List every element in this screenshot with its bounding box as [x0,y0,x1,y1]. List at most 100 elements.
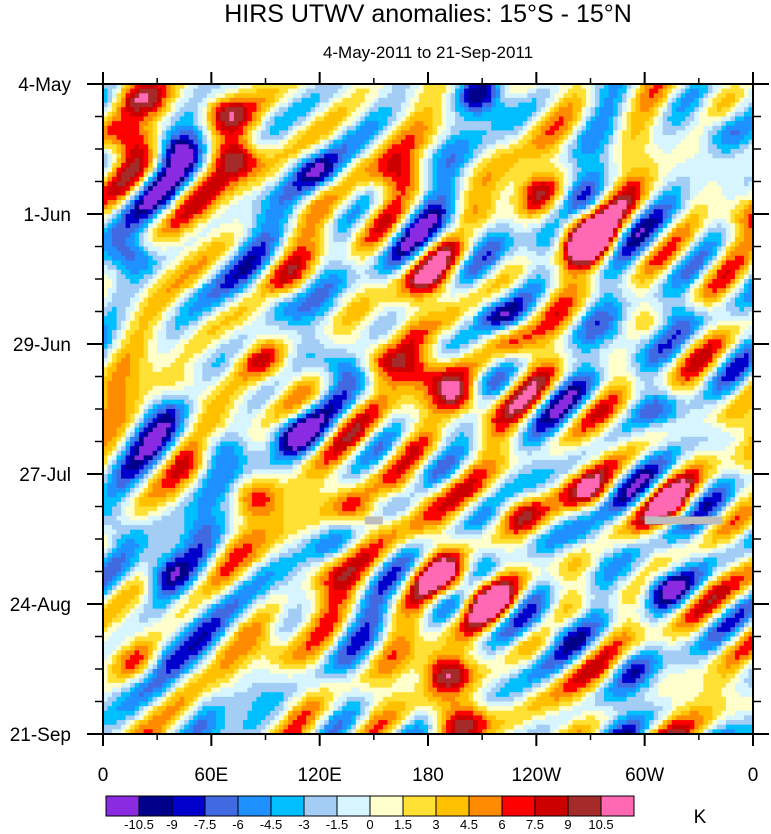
heatmap-cell [373,214,379,220]
heatmap-cell [315,209,321,215]
heatmap-cell [288,84,294,90]
heatmap-cell [599,204,605,210]
heatmap-cell [622,190,628,197]
heatmap-cell [482,209,488,215]
heatmap-cell [251,107,258,113]
heatmap-cell [585,214,592,220]
heatmap-cell [112,223,118,229]
heatmap-cell [703,84,709,90]
heatmap-cell [423,84,429,90]
heatmap-cell [734,102,741,108]
heatmap-cell [139,176,145,183]
heatmap-cell [680,111,686,118]
heatmap-cell [509,130,515,136]
heatmap-cell [491,181,497,187]
heatmap-cell [658,88,664,94]
heatmap-cell [310,135,316,141]
heatmap-cell [148,200,154,206]
heatmap-cell [247,102,253,108]
heatmap-cell [500,195,506,201]
heatmap-cell [103,176,109,183]
heatmap-cell [288,237,294,243]
heatmap-cell [459,116,465,122]
heatmap-cell [477,144,483,150]
heatmap-cell [337,135,343,141]
heatmap-cell [613,153,619,159]
heatmap-cell [531,93,537,99]
heatmap-cell [220,84,226,90]
heatmap-cell [725,102,732,108]
heatmap-cell [473,167,479,173]
heatmap-cell [130,97,136,104]
heatmap-cell [197,223,203,229]
heatmap-cell [531,232,537,238]
heatmap-cell [283,232,289,238]
heatmap-cell [486,130,492,136]
heatmap-cell [179,214,185,220]
heatmap-cell [468,190,474,197]
heatmap-cell [283,135,289,141]
heatmap-cell [640,153,646,159]
heatmap-cell [716,84,722,90]
heatmap-cell [409,139,416,145]
heatmap-cell [599,144,605,150]
heatmap-cell [432,218,438,224]
heatmap-cell [531,195,537,201]
heatmap-cell [378,130,384,136]
heatmap-cell [342,97,348,104]
heatmap-cell [689,84,695,90]
heatmap-cell [242,167,249,173]
heatmap-cell [613,227,619,234]
heatmap-cell [306,181,312,187]
heatmap-cell [270,232,276,238]
heatmap-cell [468,237,474,243]
heatmap-cell [414,144,420,150]
heatmap-cell [202,186,208,192]
heatmap-cell [369,167,375,173]
heatmap-cell [549,130,555,136]
heatmap-cell [482,204,488,210]
heatmap-cell [617,223,623,229]
heatmap-cell [450,102,456,108]
heatmap-cell [409,158,416,164]
heatmap-cell [197,162,203,169]
heatmap-cell [346,88,352,94]
heatmap-cell [270,84,276,90]
heatmap-cell [545,241,551,248]
heatmap-cell [382,241,388,248]
heatmap-cell [116,97,122,104]
heatmap-cell [653,102,659,108]
heatmap-cell [676,149,682,155]
heatmap-cell [468,172,474,178]
heatmap-cell [306,172,312,178]
heatmap-cell [585,121,592,127]
heatmap-cell [545,125,551,132]
heatmap-cell [540,181,546,187]
heatmap-cell [342,232,348,238]
heatmap-cell [734,111,741,118]
heatmap-cell [238,181,244,187]
heatmap-cell [540,204,546,210]
heatmap-cell [676,223,682,229]
heatmap-cell [540,139,546,145]
heatmap-cell [283,204,289,210]
heatmap-cell [107,232,113,238]
heatmap-cell [450,149,456,155]
heatmap-cell [116,181,122,187]
heatmap-cell [193,149,199,155]
heatmap-cell [446,232,452,238]
heatmap-cell [428,139,434,145]
heatmap-cell [283,241,289,248]
heatmap-cell [351,190,357,197]
heatmap-cell [378,139,384,145]
heatmap-cell [247,84,253,90]
heatmap-cell [319,232,325,238]
heatmap-cell [382,102,388,108]
heatmap-cell [513,116,519,122]
heatmap-cell [161,167,167,173]
heatmap-cell [211,153,217,159]
heatmap-cell [450,107,456,113]
heatmap-cell [310,153,316,159]
heatmap-cell [373,153,379,159]
heatmap-cell [635,107,641,113]
